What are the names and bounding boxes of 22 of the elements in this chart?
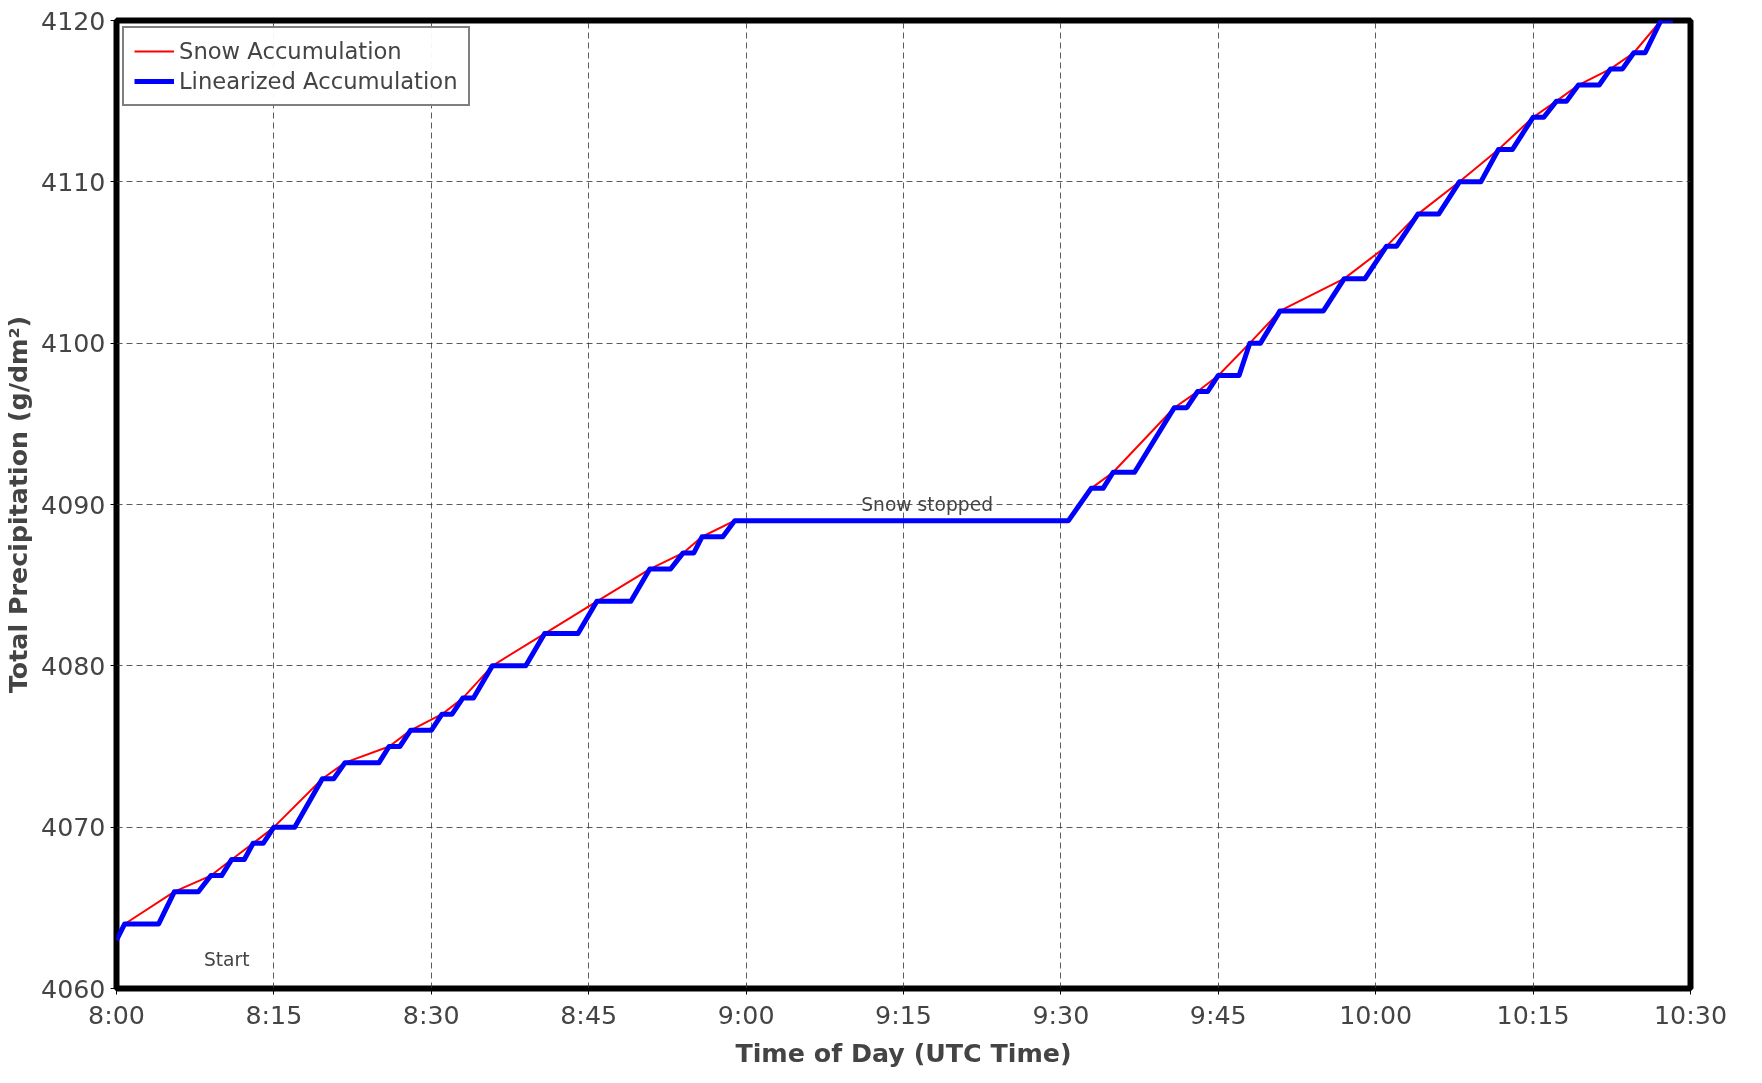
y-tick-label: 4090 [41,489,106,520]
legend-label: Linearized Accumulation [179,68,458,94]
y-tick-label: 4110 [41,166,106,197]
x-tick-label: 9:30 [1032,999,1090,1030]
x-tick-label: 10:00 [1339,999,1413,1030]
y-tick-label: 4080 [41,650,106,681]
y-tick-label: 4120 [41,5,106,36]
y-axis-title: Total Precipitation (g/dm²) [3,315,34,694]
x-tick-label: 9:45 [1189,999,1247,1030]
x-tick-label: 8:15 [245,999,303,1030]
x-tick-label: 9:00 [717,999,775,1030]
legend-label: Snow Accumulation [179,38,402,64]
x-tick-label: 8:30 [402,999,460,1030]
x-tick-label: 10:30 [1654,999,1727,1030]
x-tick-label: 10:15 [1496,999,1570,1030]
y-tick-label: 4100 [41,328,106,359]
x-tick-label: 8:45 [560,999,618,1030]
x-tick-label: 9:15 [875,999,932,1030]
y-tick-label: 4070 [41,812,106,843]
annotation: Snow stopped [861,494,993,515]
x-axis-title: Time of Day (UTC Time) [735,1037,1072,1068]
annotation: Start [203,948,250,970]
